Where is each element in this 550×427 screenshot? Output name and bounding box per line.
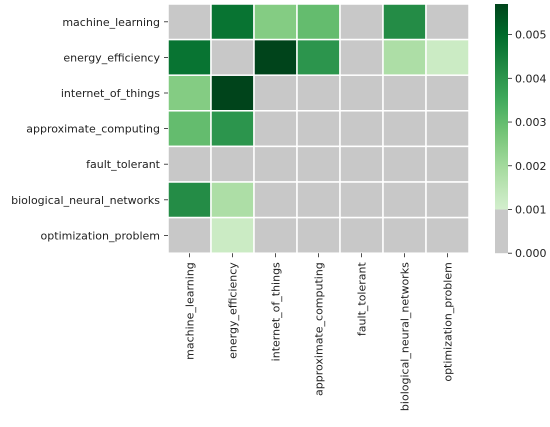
row-label: optimization_problem [41, 229, 160, 242]
heatmap-cell-machine_learning-fault_tolerant [339, 3, 384, 41]
row-labels: machine_learning energy_efficiencyinterne… [11, 16, 168, 242]
heatmap-cell-fault_tolerant-approximate_computing [296, 145, 341, 183]
heatmap-cell-machine_learning-internet_of_things [253, 3, 298, 41]
heatmap-cell-biological_neural_networks-machine_learning [167, 181, 212, 219]
heatmap-cell-machine_learning-approximate_computing [296, 3, 341, 41]
heatmap-cell-internet_of_things-fault_tolerant [339, 74, 384, 112]
heatmap-cell-fault_tolerant-energy_efficiency [210, 145, 255, 183]
column-label: energy_efficiency [227, 262, 240, 359]
heatmap-cell-biological_neural_networks-energy_efficiency [210, 181, 255, 219]
heatmap-cell-optimization_problem-machine_learning [167, 216, 212, 254]
heatmap-cell-biological_neural_networks-optimization_problem [425, 181, 470, 219]
heatmap-cell-biological_neural_networks-internet_of_things [253, 181, 298, 219]
heatmap-cell-approximate_computing-fault_tolerant [339, 110, 384, 148]
heatmap-cell-machine_learning-machine_learning [167, 3, 212, 41]
heatmap-cell-fault_tolerant-machine_learning [167, 145, 212, 183]
heatmap-cell-biological_neural_networks-approximate_computing [296, 181, 341, 219]
heatmap-cell-machine_learning-biological_neural_networks [382, 3, 427, 41]
heatmap-cell-optimization_problem-approximate_computing [296, 216, 341, 254]
heatmap-cell-biological_neural_networks-fault_tolerant [339, 181, 384, 219]
heatmap-cell-machine_learning-energy_efficiency [210, 3, 255, 41]
column-label: approximate_computing [313, 262, 326, 396]
heatmap-cell-internet_of_things-internet_of_things [253, 74, 298, 112]
column-label: internet_of_things [270, 262, 283, 361]
column-label: biological_neural_networks [399, 262, 412, 411]
column-labels: machine_learning energy_efficiency interne… [184, 253, 455, 411]
colorbar-tick-label: 0.004 [515, 72, 547, 85]
heatmap-cells [167, 3, 470, 254]
heatmap-cell-optimization_problem-fault_tolerant [339, 216, 384, 254]
heatmap-cell-energy_efficiency-fault_tolerant [339, 38, 384, 76]
colorbar-tick-label: 0.001 [515, 203, 547, 216]
heatmap-cell-approximate_computing-machine_learning [167, 110, 212, 148]
heatmap-cell-energy_efficiency-energy_efficiency [210, 38, 255, 76]
heatmap-cell-internet_of_things-biological_neural_networks [382, 74, 427, 112]
heatmap-cell-optimization_problem-optimization_problem [425, 216, 470, 254]
heatmap-cell-energy_efficiency-biological_neural_networks [382, 38, 427, 76]
row-label: machine_learning [62, 16, 160, 29]
heatmap-cell-energy_efficiency-internet_of_things [253, 38, 298, 76]
colorbar-tick-label: 0.003 [515, 116, 547, 129]
colorbar-tick-label: 0.005 [515, 29, 547, 42]
heatmap-cell-internet_of_things-optimization_problem [425, 74, 470, 112]
heatmap-cell-fault_tolerant-fault_tolerant [339, 145, 384, 183]
row-label: energy_efficiency [63, 51, 160, 64]
heatmap-cell-approximate_computing-optimization_problem [425, 110, 470, 148]
heatmap-cell-optimization_problem-internet_of_things [253, 216, 298, 254]
heatmap-cell-internet_of_things-approximate_computing [296, 74, 341, 112]
heatmap-cell-energy_efficiency-machine_learning [167, 38, 212, 76]
row-label: fault_tolerant [86, 158, 161, 171]
row-label: internet_of_things [61, 87, 160, 100]
heatmap-cell-internet_of_things-energy_efficiency [210, 74, 255, 112]
column-label: optimization_problem [442, 262, 455, 381]
row-label: biological_neural_networks [11, 194, 160, 207]
heatmap-cell-energy_efficiency-approximate_computing [296, 38, 341, 76]
heatmap-cell-approximate_computing-energy_efficiency [210, 110, 255, 148]
heatmap-cell-approximate_computing-internet_of_things [253, 110, 298, 148]
heatmap-cell-machine_learning-optimization_problem [425, 3, 470, 41]
heatmap-cell-approximate_computing-approximate_computing [296, 110, 341, 148]
colorbar-tick-label: 0.002 [515, 160, 547, 173]
heatmap-cell-fault_tolerant-biological_neural_networks [382, 145, 427, 183]
heatmap-cell-energy_efficiency-optimization_problem [425, 38, 470, 76]
row-label: approximate_computing [26, 123, 160, 136]
heatmap-cell-approximate_computing-biological_neural_networks [382, 110, 427, 148]
colorbar-gradient [495, 4, 508, 254]
heatmap-cell-optimization_problem-energy_efficiency [210, 216, 255, 254]
column-label: fault_tolerant [356, 262, 369, 337]
heatmap-cell-fault_tolerant-optimization_problem [425, 145, 470, 183]
heatmap-cell-internet_of_things-machine_learning [167, 74, 212, 112]
heatmap-cell-optimization_problem-biological_neural_networks [382, 216, 427, 254]
colorbar-tick-label: 0.000 [515, 247, 547, 260]
column-label: machine_learning [184, 262, 197, 360]
heatmap-cell-biological_neural_networks-biological_neural_networks [382, 181, 427, 219]
heatmap-cell-fault_tolerant-internet_of_things [253, 145, 298, 183]
colorbar: 0.000 0.001 0.002 0.003 0.004 0.005 [495, 4, 547, 260]
